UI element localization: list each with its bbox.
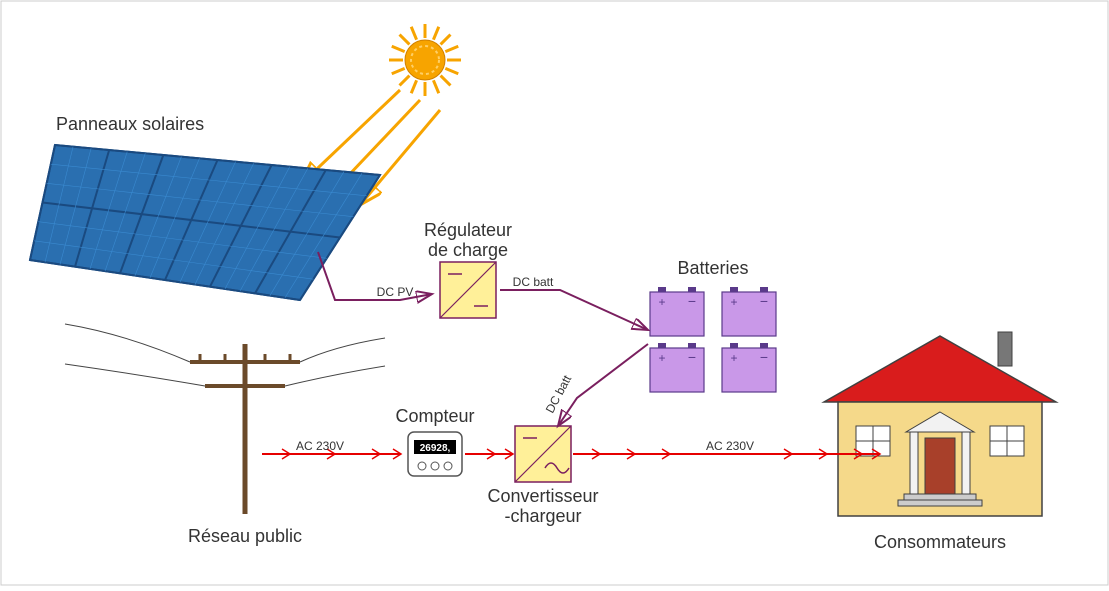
svg-text:−: − [760, 293, 768, 309]
svg-text:+: + [730, 295, 737, 309]
batteries-label: Batteries [677, 258, 748, 278]
converter-icon [515, 426, 571, 482]
svg-text:−: − [688, 293, 696, 309]
regulator-label-1: Régulateur [424, 220, 512, 240]
svg-text:−: − [760, 349, 768, 365]
edge-label: DC PV [377, 285, 414, 299]
regulator-icon [440, 262, 496, 318]
svg-text:+: + [658, 351, 665, 365]
regulator-label-2: de charge [428, 240, 508, 260]
panels-label: Panneaux solaires [56, 114, 204, 134]
svg-text:+: + [658, 295, 665, 309]
svg-text:+: + [730, 351, 737, 365]
meter-reading: 26928, [420, 443, 451, 454]
solar-system-diagram: Panneaux solaires Régulateurde charge Conv… [0, 0, 1109, 586]
consumers-label: Consommateurs [874, 532, 1006, 552]
edge-label: DC batt [513, 275, 554, 289]
edge-label: AC 230V [296, 439, 344, 453]
sun-icon [389, 24, 461, 96]
grid-label: Réseau public [188, 526, 302, 546]
meter-icon: 26928, [408, 432, 462, 476]
edge-label: AC 230V [706, 439, 754, 453]
converter-label-1: Convertisseur [487, 486, 598, 506]
meter-label: Compteur [395, 406, 474, 426]
svg-text:−: − [688, 349, 696, 365]
converter-label-2: -chargeur [504, 506, 581, 526]
